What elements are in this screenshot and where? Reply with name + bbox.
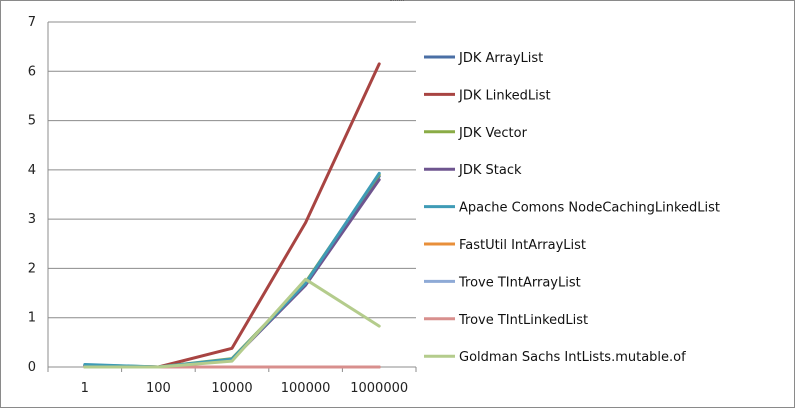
series-line-8: [83, 277, 381, 369]
series-line-3: [83, 178, 381, 369]
x-tick-label: 1: [81, 381, 89, 396]
series-line-4: [83, 171, 381, 369]
legend-label: JDK LinkedList: [458, 88, 551, 103]
legend-label: Trove TIntLinkedList: [458, 313, 588, 328]
x-axis-ticks: 1 100 10000 100000 1000000: [47, 367, 417, 396]
x-tick-label: 1000000: [350, 381, 408, 396]
series-line-1: [83, 62, 381, 369]
y-tick-label: 2: [28, 261, 36, 276]
legend: JDK ArrayList JDK LinkedList JDK Vector JDK…: [424, 51, 720, 365]
y-tick-label: 5: [28, 114, 36, 129]
y-tick-label: 0: [28, 360, 36, 375]
legend-label: JDK Stack: [458, 163, 522, 178]
y-tick-label: 1: [28, 311, 36, 326]
x-tick-label: 10000: [211, 381, 252, 396]
legend-label: FastUtil IntArrayList: [459, 238, 586, 253]
series-line-0: [83, 174, 381, 369]
legend-label: JDK Vector: [458, 126, 528, 141]
y-tick-label: 6: [28, 64, 36, 79]
legend-label: Apache Comons NodeCachingLinkedList: [459, 201, 720, 216]
legend-label: JDK ArrayList: [458, 51, 543, 66]
y-tick-label: 3: [28, 212, 36, 227]
y-tick-label: 7: [28, 15, 36, 30]
y-tick-label: 4: [28, 163, 36, 178]
series-line-2: [83, 173, 381, 369]
legend-label: Trove TIntArrayList: [458, 275, 581, 290]
series-lines: [83, 62, 381, 369]
y-axis-ticks: 0 1 2 3 4 5 6 7: [28, 15, 36, 375]
resize-grip-icon[interactable]: [390, 0, 404, 4]
x-tick-label: 100000: [281, 381, 331, 396]
x-tick-label: 100: [146, 381, 171, 396]
legend-label: Goldman Sachs IntLists.mutable.of: [459, 350, 686, 365]
